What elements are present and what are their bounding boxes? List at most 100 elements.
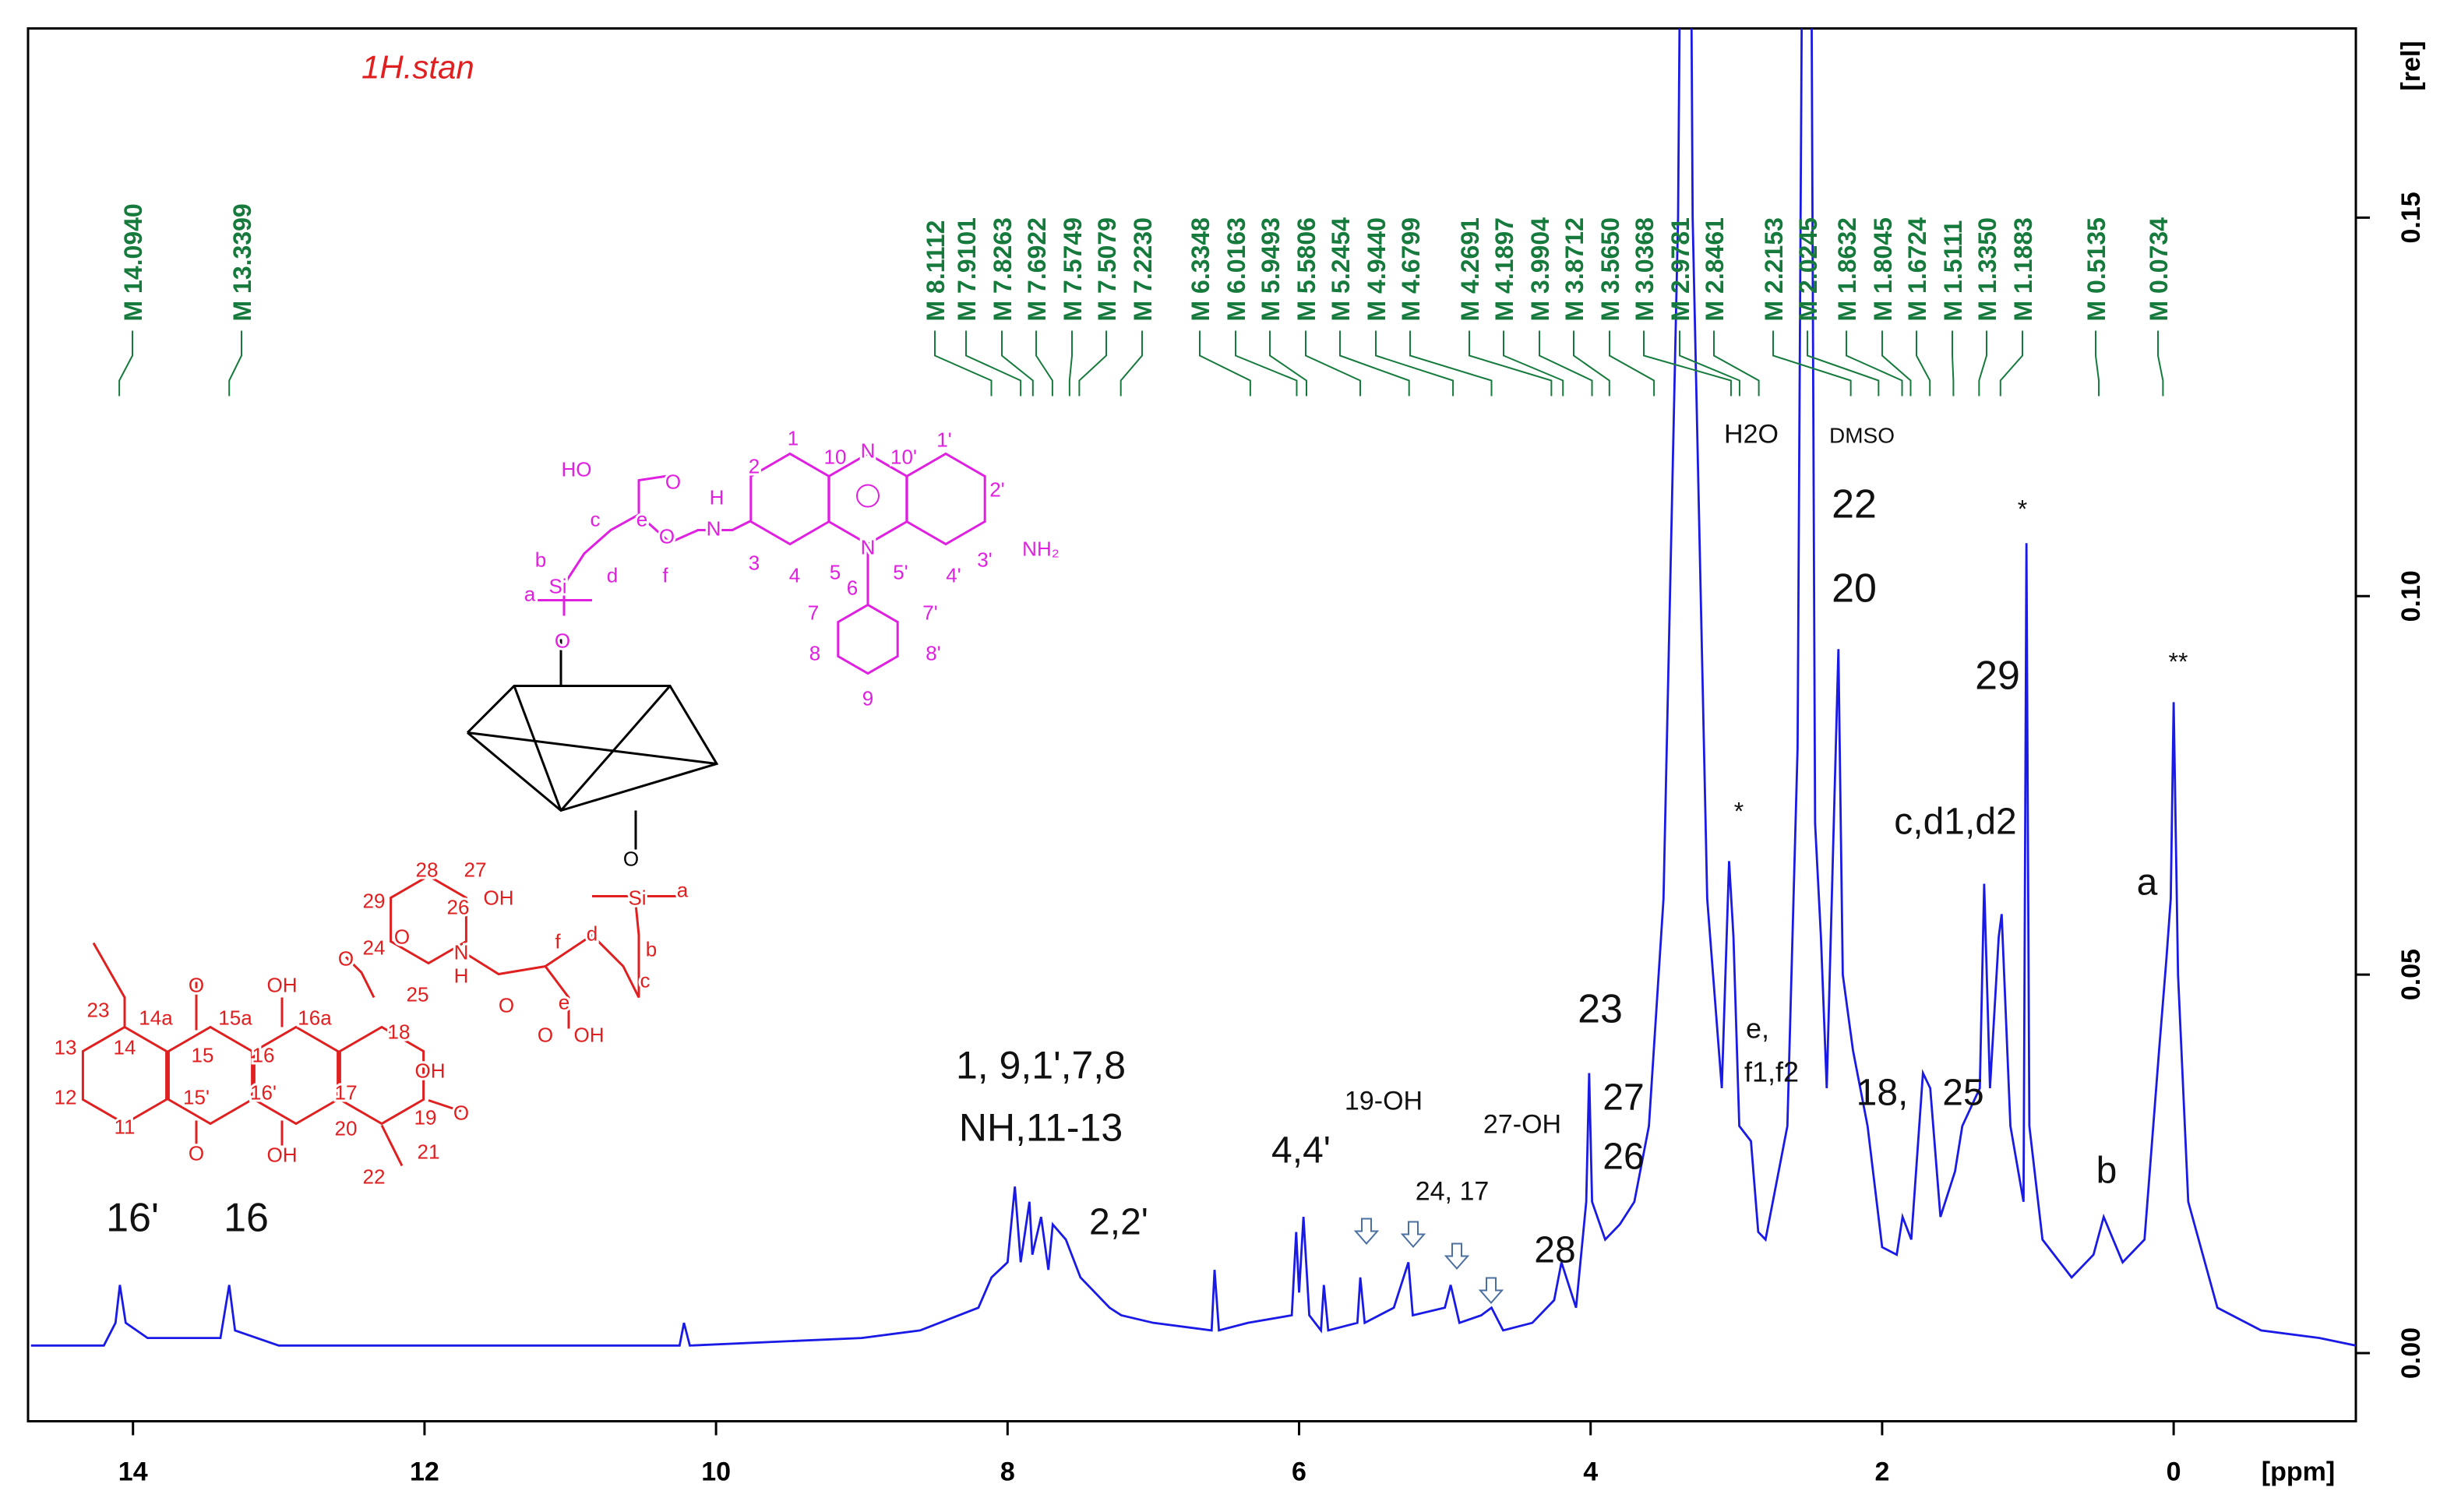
structure-label: 2 bbox=[749, 454, 760, 478]
peak-connector bbox=[1199, 330, 1251, 397]
structure-label: d bbox=[587, 922, 598, 945]
peak-connector bbox=[1772, 330, 1852, 397]
peak-connector bbox=[1269, 330, 1308, 397]
structure-label: 6 bbox=[847, 576, 858, 599]
peak-connector bbox=[1235, 330, 1298, 397]
structure-label: 5' bbox=[893, 560, 908, 583]
structure-label: 4 bbox=[789, 563, 800, 587]
bond bbox=[344, 956, 376, 999]
peak-annotation: 2,2' bbox=[1089, 1202, 1148, 1243]
structure-label: 21 bbox=[418, 1140, 440, 1163]
ring bbox=[81, 1025, 168, 1126]
structure-label: e bbox=[636, 507, 647, 530]
structure-label: HO bbox=[562, 457, 592, 481]
structure-label: f bbox=[662, 563, 668, 587]
structure-label: O bbox=[499, 993, 514, 1017]
peak-label: M 0.0734 bbox=[2145, 217, 2173, 322]
structure-label: 2' bbox=[989, 478, 1004, 501]
bond bbox=[380, 1124, 404, 1167]
bond bbox=[467, 731, 718, 765]
ring bbox=[167, 1025, 254, 1126]
peak-label: M 2.8461 bbox=[1701, 217, 1729, 321]
x-tick-label: 2 bbox=[1874, 1457, 1889, 1487]
peak-label: M 7.9101 bbox=[953, 217, 981, 321]
bond bbox=[428, 1099, 462, 1112]
peak-label: M 7.6922 bbox=[1023, 217, 1051, 321]
structure-label: O bbox=[453, 1101, 469, 1124]
bond bbox=[637, 513, 752, 545]
peak-connector bbox=[1409, 330, 1493, 397]
structure-label: 10' bbox=[890, 445, 917, 468]
structure-label: 26 bbox=[447, 895, 470, 918]
peak-annotation: a bbox=[2137, 862, 2158, 904]
structure-label: 9 bbox=[862, 686, 873, 710]
peak-annotation: b bbox=[2096, 1151, 2117, 1192]
bond bbox=[466, 685, 719, 812]
peak-label: M 4.9440 bbox=[1363, 217, 1391, 321]
peak-connector bbox=[1078, 330, 1107, 397]
peak-connector bbox=[1679, 330, 1740, 397]
peak-label: M 4.1897 bbox=[1490, 217, 1518, 321]
peak-connector bbox=[1846, 330, 1903, 397]
structure-label: OH bbox=[267, 973, 298, 996]
peak-annotation: 22 bbox=[1832, 482, 1877, 527]
peak-label: M 6.0163 bbox=[1222, 217, 1250, 321]
structure-label: O bbox=[665, 470, 681, 493]
structure-label: O bbox=[659, 524, 675, 548]
peak-connector bbox=[1609, 330, 1655, 397]
peak-connector bbox=[1305, 330, 1361, 397]
structure-label: O bbox=[538, 1023, 553, 1046]
structure-label: 22 bbox=[363, 1165, 386, 1188]
x-tick-label: 14 bbox=[118, 1457, 148, 1487]
arrow bbox=[1400, 1221, 1426, 1249]
peak-annotation: 18, bbox=[1856, 1073, 1909, 1114]
structure-label: 12 bbox=[55, 1085, 77, 1108]
peak-label: M 13.3399 bbox=[228, 203, 256, 321]
peak-connector bbox=[1068, 330, 1073, 397]
structure-label: 3 bbox=[749, 551, 760, 574]
bond bbox=[545, 904, 640, 999]
peak-label: M 3.5650 bbox=[1596, 217, 1624, 321]
peak-annotation: 25 bbox=[1942, 1073, 1983, 1114]
peak-label: M 5.9493 bbox=[1257, 217, 1285, 321]
structure-label: 25 bbox=[407, 982, 429, 1006]
plot-frame bbox=[26, 27, 2357, 1422]
peak-label: M 7.5749 bbox=[1059, 217, 1087, 321]
structure-label: N bbox=[861, 535, 876, 559]
peak-label: M 2.0245 bbox=[1794, 217, 1822, 321]
peak-label: M 3.9904 bbox=[1526, 217, 1554, 322]
structure-label: f bbox=[555, 929, 561, 953]
x-tick-label: 0 bbox=[2167, 1457, 2181, 1487]
structure-label: 1 bbox=[788, 426, 799, 449]
peak-connector bbox=[1978, 330, 1987, 397]
structure-label: O bbox=[189, 973, 204, 996]
structure-label: 18 bbox=[388, 1020, 411, 1043]
peak-label: M 7.8263 bbox=[989, 217, 1017, 321]
ring bbox=[905, 452, 986, 546]
structure-label: 20 bbox=[335, 1116, 358, 1140]
structure-label: N bbox=[861, 439, 876, 462]
structure-label: 4' bbox=[946, 563, 961, 587]
structure-label: OH bbox=[415, 1059, 446, 1082]
peak-annotation: 29 bbox=[1975, 654, 2020, 699]
peak-annotation: 28 bbox=[1534, 1230, 1575, 1271]
peak-annotation: 23 bbox=[1578, 987, 1623, 1032]
structure-label: 8 bbox=[809, 641, 820, 664]
peak-annotation: ** bbox=[2169, 648, 2188, 676]
peak-annotation: NH,11-13 bbox=[959, 1106, 1123, 1150]
peak-label: M 1.3350 bbox=[1973, 217, 2001, 321]
peak-annotation: 16 bbox=[224, 1196, 269, 1241]
x-tick-label: 10 bbox=[701, 1457, 731, 1487]
structure-label: 23 bbox=[87, 998, 110, 1021]
peak-label: M 1.6724 bbox=[1903, 217, 1931, 322]
peak-annotation: * bbox=[2018, 495, 2027, 523]
peak-annotation: 16' bbox=[106, 1196, 159, 1241]
structure-label: 16a bbox=[298, 1006, 332, 1029]
ring bbox=[338, 1025, 425, 1126]
peak-annotation: c,d1,d2 bbox=[1894, 802, 2016, 843]
structure-label: O bbox=[623, 847, 639, 870]
structure-label: 13 bbox=[55, 1035, 77, 1059]
structure-label: 15 bbox=[192, 1043, 214, 1066]
structure-label: 1' bbox=[936, 428, 951, 451]
